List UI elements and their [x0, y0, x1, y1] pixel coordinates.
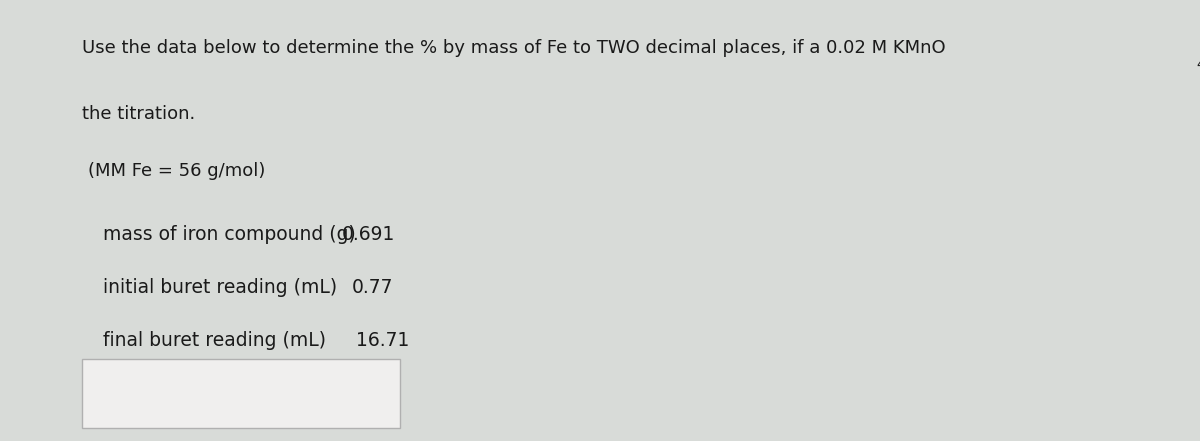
Text: mass of iron compound (g): mass of iron compound (g) [103, 225, 356, 244]
Text: the titration.: the titration. [82, 105, 194, 123]
Text: 0.77: 0.77 [352, 278, 394, 297]
Text: 16.71: 16.71 [356, 331, 409, 350]
Text: (MM Fe = 56 g/mol): (MM Fe = 56 g/mol) [88, 162, 265, 180]
Text: final buret reading (mL): final buret reading (mL) [103, 331, 326, 350]
Text: initial buret reading (mL): initial buret reading (mL) [103, 278, 337, 297]
Text: Use the data below to determine the % by mass of Fe to TWO decimal places, if a : Use the data below to determine the % by… [82, 39, 946, 57]
Text: 4: 4 [1196, 58, 1200, 71]
Text: 0.691: 0.691 [342, 225, 395, 244]
FancyBboxPatch shape [82, 359, 400, 428]
